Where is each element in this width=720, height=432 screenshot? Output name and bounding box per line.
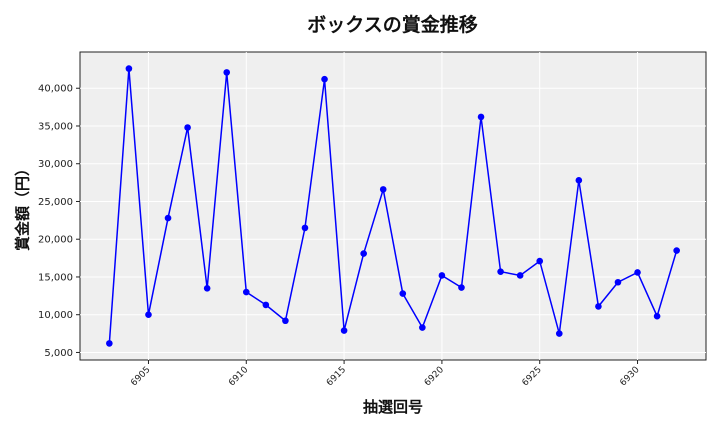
data-point [203, 284, 211, 292]
data-point [575, 177, 583, 184]
x-tick-label: 6930 [618, 365, 641, 388]
data-point [595, 303, 602, 310]
x-tick-label: 6925 [521, 365, 544, 388]
data-point [438, 272, 446, 279]
plot-area [79, 51, 707, 361]
y-tick-label: 25,000 [38, 197, 73, 208]
x-tick-label: 6905 [129, 365, 152, 388]
data-point [614, 278, 622, 286]
data-point [340, 327, 348, 334]
data-point [106, 340, 113, 347]
data-point [184, 124, 191, 131]
data-point [419, 324, 426, 331]
data-point [516, 272, 524, 279]
data-point [458, 284, 465, 291]
y-tick-label: 10,000 [38, 310, 73, 321]
data-point [223, 69, 231, 76]
data-point [673, 247, 680, 254]
data-point [164, 214, 172, 222]
data-line [108, 68, 678, 344]
chart-title: ボックスの賞金推移 [307, 14, 478, 36]
grid-lines [80, 52, 706, 360]
data-points [106, 65, 680, 347]
data-point [301, 224, 309, 232]
data-point [360, 250, 367, 257]
data-point [242, 288, 250, 296]
data-point [497, 268, 504, 275]
data-point [653, 312, 661, 320]
x-tick-label: 6910 [227, 365, 250, 388]
x-axis-label: 抽選回号 [362, 398, 423, 416]
data-point [145, 311, 152, 319]
y-tick-label: 5,000 [44, 348, 73, 359]
x-axis-ticks: 6905 6910 6915 6920 6925 6930 [129, 360, 642, 388]
data-point [399, 290, 407, 297]
y-tick-label: 20,000 [38, 235, 73, 246]
data-point [125, 65, 133, 72]
data-point [321, 75, 328, 83]
data-point [536, 257, 544, 265]
data-point [262, 301, 270, 309]
data-point [634, 269, 641, 276]
y-tick-label: 35,000 [38, 121, 73, 132]
x-tick-label: 6915 [325, 365, 348, 388]
x-tick-label: 6920 [423, 365, 446, 388]
y-tick-label: 30,000 [38, 159, 73, 170]
y-tick-label: 40,000 [38, 84, 73, 95]
data-point [555, 330, 563, 337]
data-point [379, 186, 387, 193]
y-axis-ticks: 5,000 10,000 15,000 20,000 25,000 30,000 35,00… [38, 84, 80, 359]
data-point [477, 113, 485, 121]
data-point [282, 317, 289, 325]
y-tick-label: 15,000 [38, 272, 73, 283]
